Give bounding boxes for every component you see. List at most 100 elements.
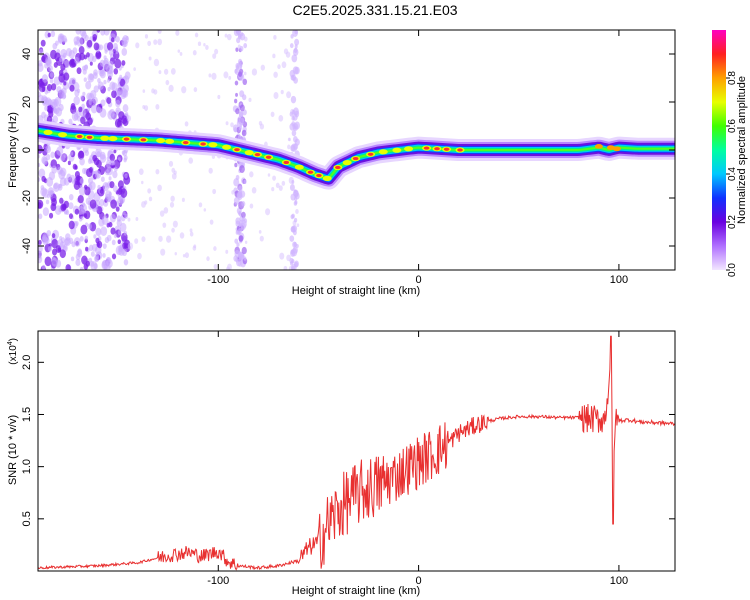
spectrogram-cell [51, 238, 59, 249]
snr-frame [37, 330, 676, 572]
spectrogram-cell [38, 94, 44, 103]
spectrogram-cell [106, 156, 110, 161]
spectrogram-cell [283, 265, 288, 270]
spectrogram-cell [79, 266, 84, 270]
spectrogram-cell [194, 32, 199, 38]
colorbar-tick-label: 0.6 [727, 119, 738, 133]
spectrogram-cell [289, 111, 294, 117]
spectrogram-cell [53, 76, 61, 86]
spectrogram-cell [60, 203, 67, 212]
spectrogram-cell [227, 263, 232, 270]
snr-panel: -100 0 100 0.5 1.0 1.5 2.0 Height of straight … [7, 330, 676, 597]
spectrogram-cell [157, 38, 163, 46]
snr-ytick-label: 2.0 [21, 355, 33, 370]
spectrogram-cell [59, 249, 66, 259]
spectrogram-xtick-label: 100 [610, 274, 628, 286]
spectrogram-ytick-label: -20 [21, 190, 33, 206]
spectrogram-hotspot [322, 175, 332, 181]
colorbar-tick-label: 0.8 [727, 71, 738, 85]
spectrogram-cell [45, 145, 52, 154]
spectrogram-cell [83, 213, 88, 218]
spectrogram-ytick-label: 0 [21, 147, 33, 153]
spectrogram-cell [103, 55, 107, 60]
spectrogram-cell [147, 40, 152, 47]
spectrogram-cell [291, 54, 298, 63]
spectrogram-cell [294, 44, 298, 49]
spectrogram-cell [290, 95, 297, 104]
spectrogram-cell [226, 33, 232, 41]
spectrogram-cell [117, 77, 122, 82]
spectrogram-cell [38, 162, 41, 168]
spectrogram-cell [77, 194, 84, 204]
spectrogram-hotspot [404, 146, 414, 152]
spectrogram-cell [74, 165, 78, 170]
spectrogram-cell [117, 180, 124, 189]
spectrogram-cell [99, 69, 106, 79]
spectrogram-cell [242, 109, 247, 116]
spectrogram-cell [288, 137, 291, 142]
spectrogram-ylabel: Frequency (Hz) [7, 112, 19, 188]
spectrogram-cell [238, 125, 243, 131]
spectrogram-cell [45, 58, 52, 68]
spectrogram-cell [47, 32, 51, 38]
spectrogram-cell [117, 239, 122, 245]
spectrogram-cell [273, 91, 279, 100]
spectrogram-cell [291, 258, 295, 264]
spectrogram-cell [63, 177, 70, 186]
spectrogram-cell [81, 31, 87, 40]
spectrogram-cell [122, 211, 126, 216]
spectrogram-cell [237, 34, 242, 40]
spectrogram-cell [234, 80, 239, 86]
spectrogram-cell [242, 216, 246, 222]
spectrogram-cell [270, 111, 275, 118]
spectrogram-cell [258, 229, 262, 234]
spectrogram-cell [50, 203, 57, 212]
spectrogram-cell [60, 63, 66, 71]
spectrogram-cell [85, 197, 91, 205]
colorbar-tick-label: 0.4 [727, 167, 738, 181]
spectrogram-cell [241, 211, 246, 219]
spectrogram-cell [148, 56, 152, 61]
spectrogram-hotspot [208, 142, 218, 148]
spectrogram-cell [293, 136, 298, 143]
spectrogram-xtick-label: 0 [416, 274, 422, 286]
snr-scale-prefix: (x10 [8, 345, 19, 365]
spectrogram-hotspot [594, 144, 603, 149]
spectrogram-cell [135, 216, 139, 221]
spectrogram-cell [84, 235, 89, 241]
spectrogram-cell [112, 42, 118, 50]
spectrogram-cell [189, 231, 194, 237]
spectrogram-cell [101, 215, 109, 226]
spectrogram-cell [115, 49, 119, 55]
spectrogram-cell [73, 237, 81, 247]
spectrogram-cell [158, 235, 163, 242]
spectrogram-cell [189, 228, 193, 233]
spectrogram-cell [144, 200, 148, 205]
spectrogram-cell [96, 242, 100, 248]
spectrogram-hotspot [244, 150, 254, 156]
spectrogram-cell [213, 246, 217, 251]
spectrogram-cell [174, 251, 177, 256]
spectrogram-cell [38, 48, 44, 56]
spectrogram-cell [109, 181, 115, 189]
spectrogram-cell [239, 63, 243, 68]
spectrogram-cell [74, 56, 80, 64]
spectrogram-cell [170, 195, 175, 202]
spectrogram-cell [233, 30, 240, 37]
spectrogram-cell [208, 167, 213, 174]
spectrogram-cell [241, 129, 247, 137]
spectrogram-cell [38, 213, 43, 220]
spectrogram-cell [119, 78, 126, 87]
spectrogram-cell [90, 104, 98, 114]
snr-scale-close: ) [8, 338, 19, 341]
spectrogram-hotspot-core [307, 170, 314, 174]
spectrogram-cell [102, 253, 106, 258]
spectrogram-cell [79, 235, 84, 242]
spectrogram-cell [224, 33, 228, 38]
spectrogram-cell [168, 160, 174, 167]
spectrogram-cell [286, 91, 292, 99]
spectrogram-cell [41, 175, 46, 183]
spectrogram-cell [135, 42, 140, 49]
spectrogram-cell [170, 67, 176, 75]
spectrogram-cell [235, 230, 239, 235]
